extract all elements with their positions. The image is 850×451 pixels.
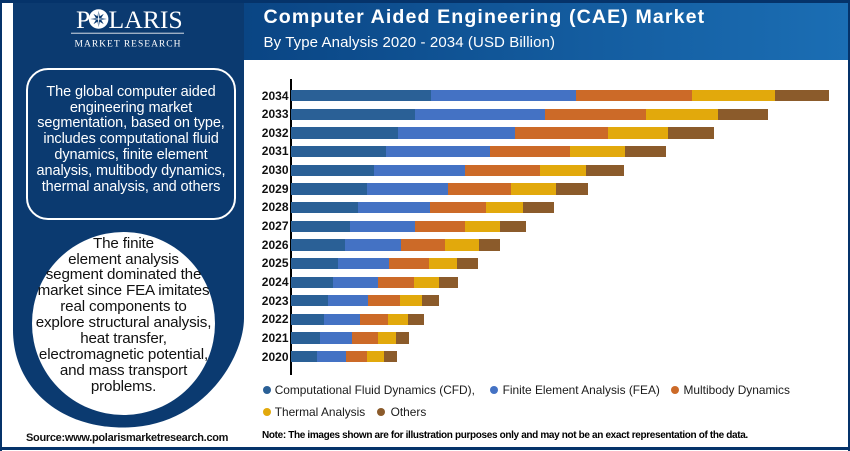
svg-text:LARIS: LARIS — [109, 5, 183, 34]
svg-text:MARKET RESEARCH: MARKET RESEARCH — [75, 40, 182, 50]
svg-text:P: P — [76, 5, 90, 34]
